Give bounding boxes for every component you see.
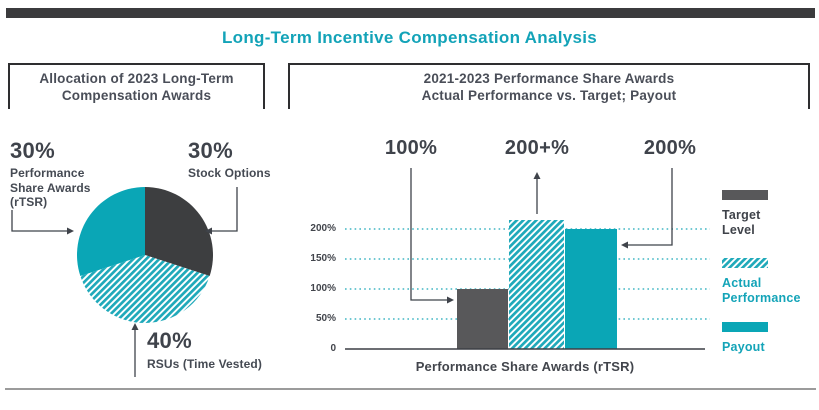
bar-chart-bars — [457, 220, 617, 349]
pie-label-rsu-pct: 40% — [147, 328, 192, 353]
arrow-target-line — [410, 168, 448, 301]
legend-label-target: Target Level — [722, 208, 761, 237]
right-panel-title: 2021-2023 Performance Share Awards Actua… — [421, 71, 677, 103]
arrow-psa-line — [11, 210, 68, 232]
arrow-psa-head — [67, 227, 74, 235]
y-tick-150: 150% — [310, 253, 336, 264]
bar-annotation-target: 100% — [384, 137, 438, 159]
pie-label-rsu-sub: RSUs (Time Vested) — [147, 357, 262, 371]
arrow-payout-head — [621, 241, 628, 249]
y-tick-50: 50% — [315, 313, 336, 324]
pie-label-stock-options-sub: Stock Options — [188, 166, 271, 180]
left-panel-title: Allocation of 2023 Long-Term Compensatio… — [39, 71, 234, 103]
legend-swatch-payout — [722, 322, 768, 332]
y-tick-200: 200% — [310, 223, 336, 234]
arrow-payout-line — [627, 168, 673, 246]
pie-chart — [77, 187, 213, 323]
top-accent-bar — [6, 8, 815, 18]
right-panel-header-box: 2021-2023 Performance Share Awards Actua… — [288, 63, 810, 109]
pie-slice-stock-options — [145, 187, 213, 277]
pie-callout-arrows — [11, 187, 238, 377]
page-title: Long-Term Incentive Compensation Analysi… — [221, 28, 598, 47]
bar-payout — [565, 229, 617, 349]
arrow-rsu-head — [131, 323, 139, 330]
legend-swatches — [722, 190, 768, 332]
bar-actual-performance — [509, 220, 564, 349]
arrow-stock-options-line — [211, 187, 238, 232]
legend-label-actual: Actual Performance — [722, 276, 801, 305]
legend-label-payout: Payout — [722, 340, 765, 354]
left-panel-header-box: Allocation of 2023 Long-Term Compensatio… — [8, 63, 265, 109]
pie-slice-rsus — [80, 255, 210, 323]
pie-label-psa-sub: Performance Share Awards (rTSR) — [10, 166, 91, 209]
legend-swatch-target — [722, 190, 768, 200]
pie-label-psa-pct: 30% — [10, 138, 55, 163]
y-tick-100: 100% — [310, 283, 336, 294]
arrow-stock-options-head — [205, 227, 212, 235]
bar-annotation-arrows — [410, 168, 673, 304]
bar-annotation-payout: 200% — [643, 137, 697, 159]
bar-target-level — [457, 289, 508, 349]
pie-label-stock-options-pct: 30% — [188, 138, 233, 163]
pie-slice-performance-share-awards — [77, 187, 145, 277]
bar-chart-x-axis-label: Performance Share Awards (rTSR) — [415, 359, 635, 374]
y-tick-0: 0 — [330, 343, 336, 354]
arrow-actual-head — [533, 172, 541, 179]
legend-swatch-actual — [722, 258, 768, 268]
arrow-target-head — [447, 296, 454, 304]
bar-annotation-actual: 200+% — [504, 137, 570, 159]
